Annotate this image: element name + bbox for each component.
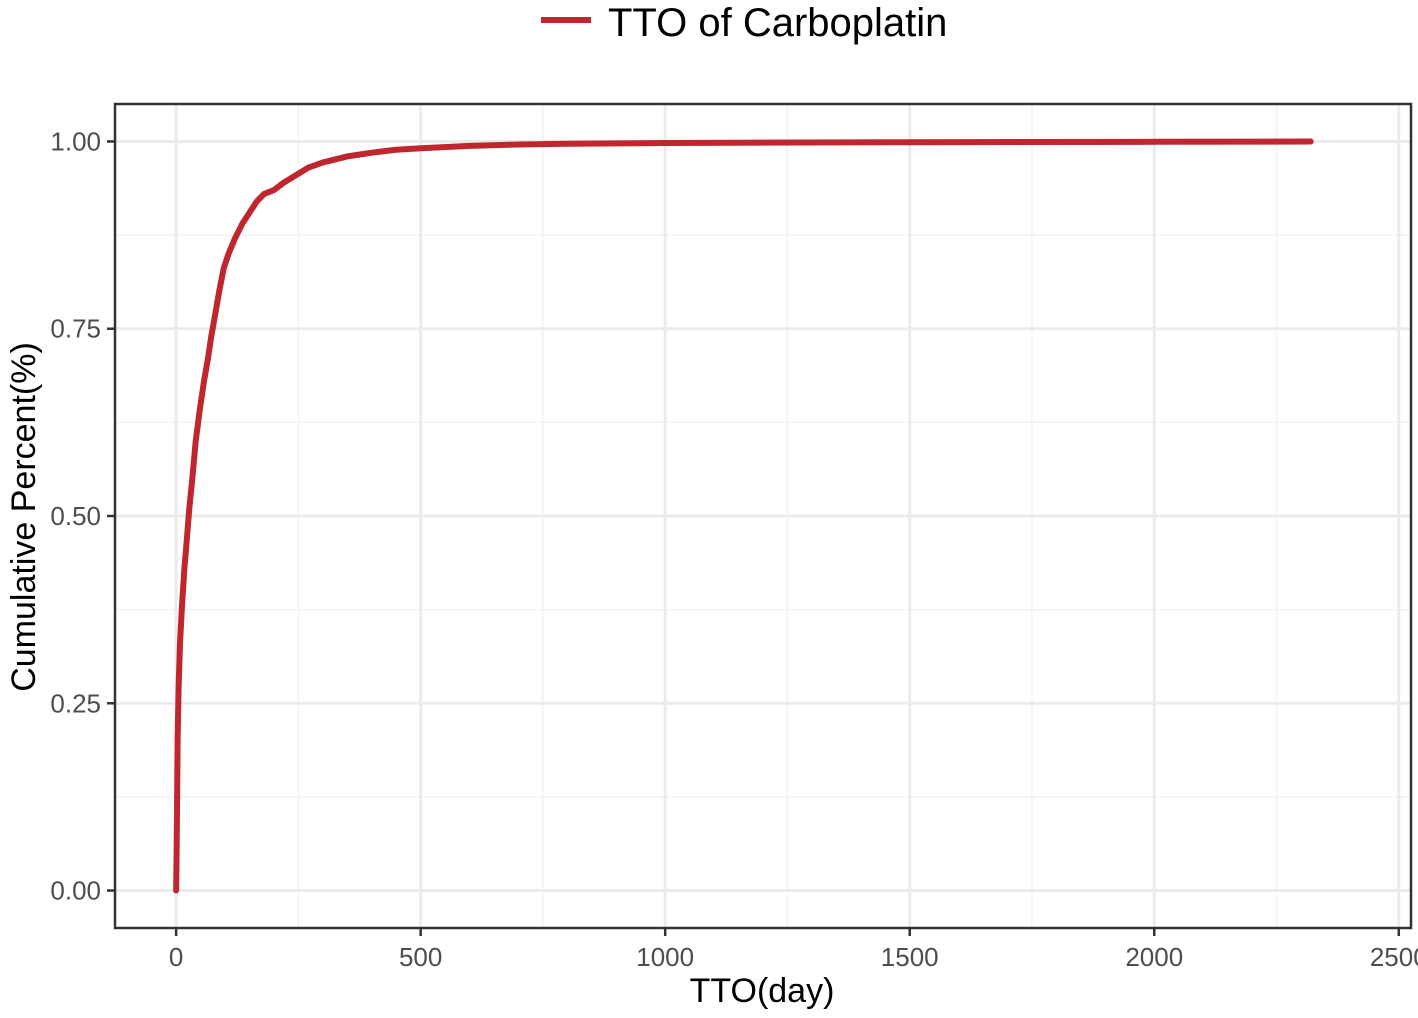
y-tick-label: 1.00 [50, 126, 101, 156]
x-tick-label: 0 [169, 942, 183, 972]
x-tick-label: 1500 [881, 942, 939, 972]
series-line-0 [173, 138, 1314, 894]
y-tick-label: 0.25 [50, 688, 101, 718]
legend: TTO of Carboplatin [541, 1, 947, 45]
y-axis-title: Cumulative Percent(%) [5, 342, 43, 692]
x-tick-label: 2000 [1125, 942, 1183, 972]
y-tick-label: 0.75 [50, 314, 101, 344]
y-tick-label: 0.00 [50, 876, 101, 906]
x-tick-label: 500 [399, 942, 442, 972]
legend-label: TTO of Carboplatin [608, 1, 947, 45]
x-tick-label: 1000 [636, 942, 694, 972]
x-axis-title: TTO(day) [690, 972, 835, 1010]
y-tick-label: 0.50 [50, 501, 101, 531]
